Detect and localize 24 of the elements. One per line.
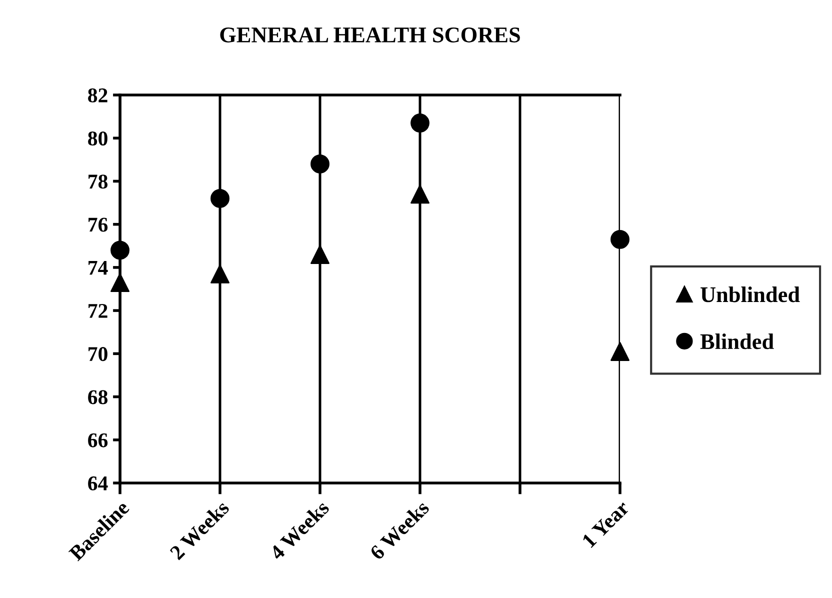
- y-tick-label: 82: [88, 88, 108, 102]
- point: [610, 342, 630, 361]
- point: [410, 114, 430, 132]
- point: [310, 245, 330, 264]
- chart-title: GENERAL HEALTH SCORES: [220, 28, 520, 42]
- y-tick-label: 80: [88, 131, 108, 146]
- point: [210, 188, 230, 208]
- legend-label: Blinded: [700, 334, 774, 350]
- y-tick-label: 64: [88, 476, 108, 490]
- x-tick-label: 1 Year: [582, 500, 630, 548]
- y-tick-label: 74: [88, 260, 108, 275]
- y-tick-label: 66: [88, 433, 108, 448]
- point: [210, 264, 230, 284]
- y-tick-label: 76: [88, 218, 108, 232]
- point: [310, 154, 330, 174]
- point: [410, 184, 430, 204]
- y-tick-label: 68: [88, 390, 108, 404]
- point: [110, 240, 130, 260]
- legend-label: Unblinded: [700, 286, 800, 302]
- point: [110, 273, 130, 292]
- y-tick-label: 72: [88, 304, 108, 318]
- point: [610, 230, 630, 249]
- y-tick-label: 78: [88, 174, 108, 189]
- y-tick-label: 70: [88, 347, 108, 362]
